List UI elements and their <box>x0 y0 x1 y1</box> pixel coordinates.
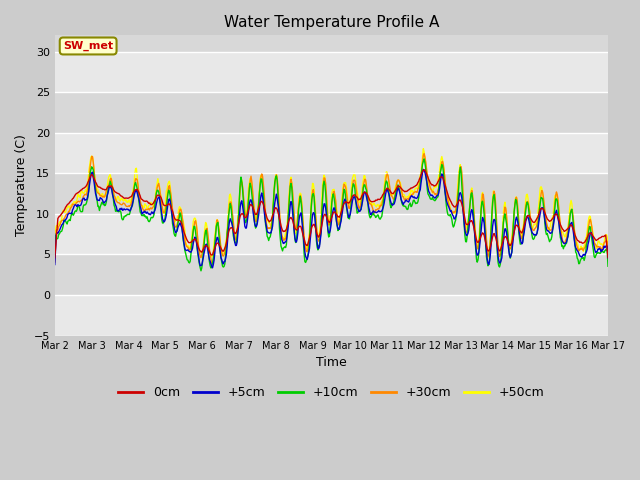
Bar <box>55 51 608 92</box>
Bar <box>55 133 608 173</box>
Y-axis label: Temperature (C): Temperature (C) <box>15 134 28 237</box>
Bar <box>55 173 608 214</box>
Bar <box>55 92 608 133</box>
Bar <box>55 254 608 295</box>
Legend: 0cm, +5cm, +10cm, +30cm, +50cm: 0cm, +5cm, +10cm, +30cm, +50cm <box>113 382 550 405</box>
Title: Water Temperature Profile A: Water Temperature Profile A <box>224 15 439 30</box>
Text: SW_met: SW_met <box>63 41 113 51</box>
Bar <box>55 295 608 336</box>
Bar <box>55 36 608 51</box>
Bar <box>55 214 608 254</box>
X-axis label: Time: Time <box>316 356 347 369</box>
